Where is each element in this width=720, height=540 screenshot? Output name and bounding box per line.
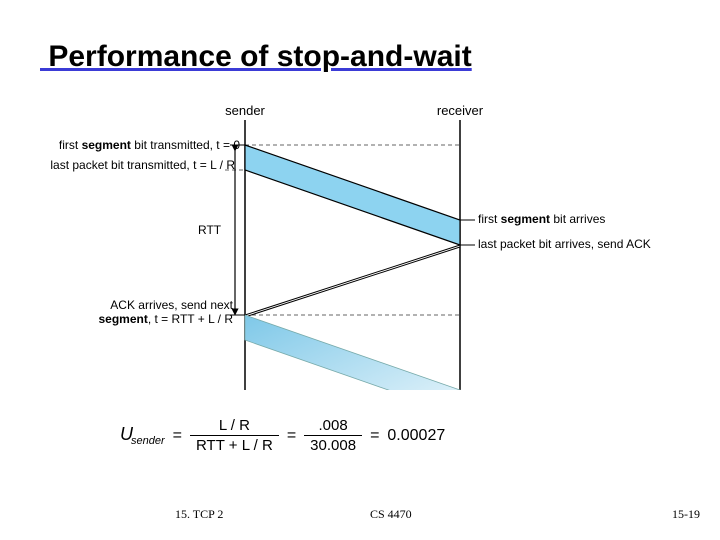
footer-left: 15. TCP 2 [175, 507, 223, 522]
label-last-arr: last packet bit arrives, send ACK [478, 237, 651, 251]
second-segment [245, 315, 460, 400]
frac2-num: .008 [313, 417, 354, 435]
utilization-formula: Usender = L / R RTT + L / R = .008 30.00… [120, 417, 445, 454]
receiver-label: receiver [437, 103, 484, 118]
label-last-tx: last packet bit transmitted, t = L / R [20, 158, 235, 172]
slide-title: Performance of stop-and-wait [40, 40, 472, 74]
eq3: = [370, 427, 379, 445]
label-ack-arr: ACK arrives, send nextsegment, t = RTT +… [68, 298, 233, 327]
label-rtt: RTT [198, 223, 221, 237]
sender-label: sender [225, 103, 265, 118]
footer-right: 15-19 [672, 507, 700, 522]
ack-segment [245, 245, 460, 317]
frac-2: .008 30.008 [304, 417, 362, 454]
eq1: = [173, 427, 182, 445]
frac2-den: 30.008 [304, 435, 362, 454]
formula-sub: sender [131, 435, 165, 447]
footer-mid: CS 4470 [370, 507, 412, 522]
label-first-tx: first segment bit transmitted, t = 0 [20, 138, 240, 152]
formula-result: 0.00027 [387, 427, 445, 445]
frac1-num: L / R [213, 417, 256, 435]
label-first-arr: first segment bit arrives [478, 212, 605, 226]
frac-1: L / R RTT + L / R [190, 417, 279, 454]
eq2: = [287, 427, 296, 445]
first-segment [245, 145, 460, 245]
frac1-den: RTT + L / R [190, 435, 279, 454]
